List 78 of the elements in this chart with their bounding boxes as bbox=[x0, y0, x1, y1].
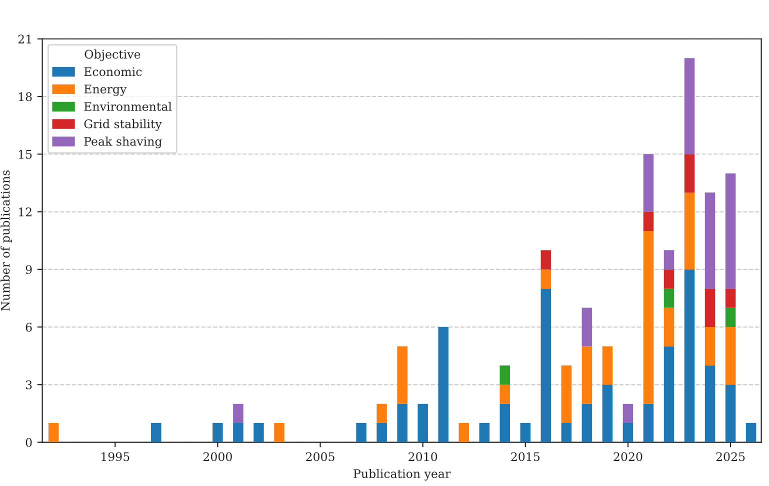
bar bbox=[233, 423, 244, 442]
legend-title: Objective bbox=[84, 50, 140, 62]
legend-label: Environmental bbox=[84, 102, 172, 111]
bar bbox=[622, 423, 634, 442]
bar bbox=[704, 192, 716, 289]
bar bbox=[520, 423, 531, 442]
x-tick-label: 1995 bbox=[102, 452, 130, 462]
y-tick-label: 9 bbox=[26, 265, 32, 274]
bar bbox=[356, 423, 366, 442]
bar bbox=[540, 288, 552, 442]
bar bbox=[684, 269, 695, 442]
bar bbox=[376, 423, 387, 442]
bar bbox=[500, 365, 510, 385]
bar bbox=[725, 384, 736, 442]
bar bbox=[664, 308, 674, 346]
bar bbox=[725, 173, 736, 289]
bar bbox=[561, 423, 572, 442]
bar bbox=[500, 384, 510, 404]
bar bbox=[704, 365, 716, 442]
y-tick-label: 21 bbox=[18, 34, 31, 44]
bar bbox=[438, 327, 448, 442]
y-tick-label: 18 bbox=[18, 92, 32, 102]
bar bbox=[643, 212, 654, 231]
legend-label: Grid stability bbox=[84, 119, 162, 131]
bar bbox=[479, 423, 490, 442]
bar bbox=[376, 404, 387, 424]
bar bbox=[500, 404, 510, 442]
bar bbox=[418, 404, 428, 442]
bar bbox=[664, 346, 674, 442]
x-tick-label: 2020 bbox=[614, 452, 642, 462]
bar bbox=[725, 288, 736, 308]
bar bbox=[684, 58, 695, 154]
bar bbox=[274, 423, 284, 442]
bar bbox=[725, 308, 736, 328]
x-tick-label: 2010 bbox=[408, 452, 438, 462]
bar bbox=[643, 230, 654, 404]
bar bbox=[233, 404, 244, 424]
bar bbox=[48, 423, 59, 442]
y-tick-label: 6 bbox=[26, 322, 32, 332]
bar bbox=[602, 384, 613, 442]
bar bbox=[622, 404, 634, 424]
bar bbox=[704, 288, 716, 328]
bar bbox=[746, 423, 756, 442]
bar bbox=[458, 423, 469, 442]
bar bbox=[561, 365, 572, 424]
legend-label: Economic bbox=[84, 67, 142, 76]
y-tick-label: 0 bbox=[26, 438, 32, 447]
y-tick-label: 15 bbox=[18, 150, 32, 159]
bar bbox=[664, 269, 674, 289]
x-tick-label: 2000 bbox=[203, 452, 232, 462]
bar bbox=[725, 327, 736, 385]
bar bbox=[684, 154, 695, 193]
bar bbox=[643, 404, 654, 442]
bar bbox=[540, 250, 552, 270]
bar bbox=[602, 346, 613, 385]
bar bbox=[397, 404, 408, 442]
y-axis-title: Number of publications bbox=[0, 170, 12, 311]
bar bbox=[643, 154, 654, 212]
bar bbox=[397, 346, 408, 404]
bar bbox=[212, 423, 223, 442]
legend-label: Energy bbox=[84, 84, 127, 96]
bar bbox=[582, 404, 592, 442]
x-axis-title: Publication year bbox=[354, 468, 451, 481]
x-tick-label: 2005 bbox=[306, 452, 334, 462]
bar bbox=[684, 192, 695, 270]
bar bbox=[540, 269, 552, 289]
bar bbox=[254, 423, 264, 442]
bar bbox=[664, 250, 674, 270]
bar bbox=[704, 327, 716, 366]
y-tick-label: 3 bbox=[26, 380, 32, 390]
bar bbox=[582, 346, 592, 404]
x-tick-label: 2025 bbox=[716, 452, 745, 462]
legend-label: Peak shaving bbox=[84, 136, 162, 148]
bar bbox=[664, 288, 674, 308]
x-tick-label: 2015 bbox=[511, 452, 540, 462]
y-tick-label: 12 bbox=[18, 207, 32, 216]
bar bbox=[582, 308, 592, 346]
bar bbox=[151, 423, 162, 442]
